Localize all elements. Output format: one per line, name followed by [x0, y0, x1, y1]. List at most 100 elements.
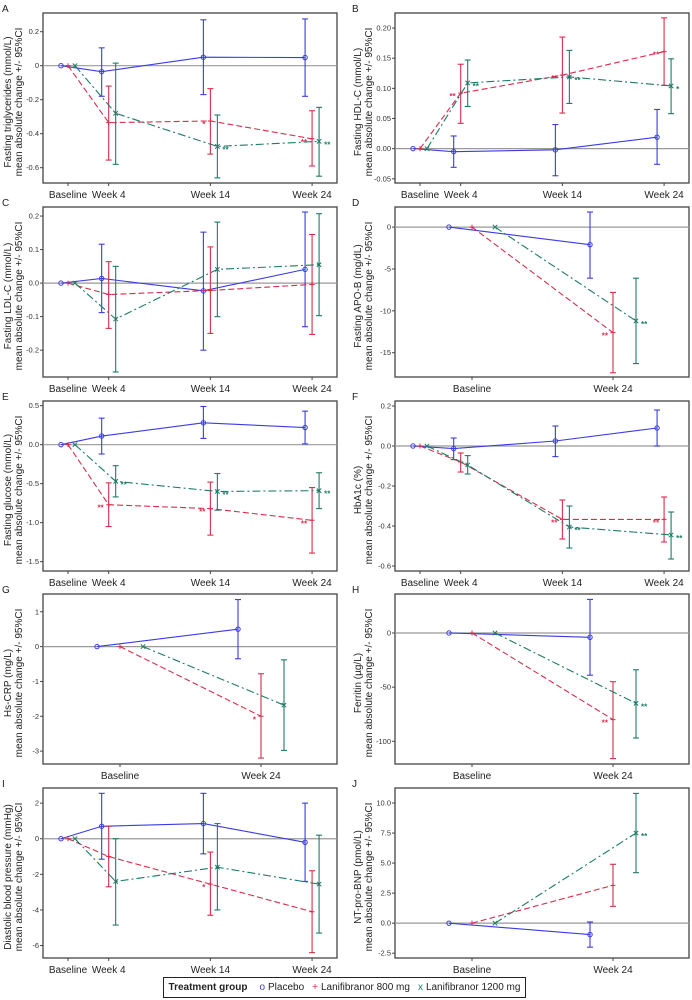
y-tick-label: 0.0	[29, 440, 39, 449]
y-axis-label: Fasting HDL-C (mmol/L)	[353, 48, 364, 156]
y-axis-label: Diastolic blood pressure (mmHg)	[3, 804, 14, 950]
x-tick-label: Week 4	[444, 190, 478, 201]
y-tick-label: -2	[32, 712, 39, 721]
data-point-circle	[552, 147, 559, 153]
x-tick-label: Baseline	[453, 965, 492, 975]
data-point-plus	[65, 280, 71, 286]
significance-label: **	[641, 702, 648, 711]
y-axis-label-sub: mean absolute change +/- 95%CI	[14, 416, 25, 565]
x-tick-label: Week 4	[92, 965, 126, 975]
data-point-x	[72, 836, 78, 842]
panel-letter: A	[2, 4, 9, 15]
y-axis-label-sub: mean absolute change +/- 95%CI	[364, 222, 375, 371]
data-point-circle	[58, 280, 64, 286]
data-point-x	[113, 478, 119, 484]
y-tick-label: -0.5	[26, 479, 39, 488]
data-point-circle	[200, 54, 207, 60]
data-point-plus	[65, 63, 71, 69]
data-point-circle	[98, 433, 105, 439]
plot-frame	[394, 787, 690, 959]
y-tick-label: 0.0	[29, 279, 39, 288]
y-tick-label: -2	[32, 870, 39, 879]
y-tick-label: -0.2	[26, 95, 39, 104]
data-point-plus	[258, 713, 264, 719]
data-point-x	[566, 74, 572, 80]
data-point-circle	[450, 445, 457, 452]
x-marker-icon: x	[417, 982, 423, 993]
y-tick-label: 5.0	[381, 859, 391, 868]
data-point-circle	[450, 148, 457, 155]
series-line-l800	[119, 646, 262, 717]
data-point-x	[424, 146, 430, 152]
series-line-placebo	[448, 226, 591, 246]
y-tick-label: 7.5	[381, 829, 391, 838]
y-axis-label: Hs-CRP (mg/L)	[3, 649, 14, 717]
data-point-plus	[610, 882, 616, 888]
y-axis-label: Fasting triglycerides (mmol/L)	[3, 36, 14, 167]
data-point-circle	[302, 839, 308, 845]
data-point-plus	[309, 281, 315, 287]
significance-label: *	[676, 85, 680, 94]
y-axis-label: Fasting APO-B (mg/dL)	[353, 244, 364, 347]
panel-g: G Hs-CRP (mg/L) mean absolute change +/- 9…	[2, 585, 338, 782]
significance-label: **	[653, 518, 660, 527]
x-tick-label: Week 24	[644, 190, 684, 201]
series-line-l800	[471, 884, 614, 924]
y-tick-label: -2.5	[378, 949, 391, 958]
series-line-l1200	[142, 646, 285, 706]
data-point-plus	[65, 836, 71, 842]
x-tick-label: Baseline	[49, 190, 88, 201]
significance-label: **	[301, 519, 308, 528]
data-point-plus	[309, 909, 315, 915]
y-tick-label: 0.1	[29, 245, 39, 254]
data-point-circle	[302, 424, 308, 431]
series-line-l1200	[74, 838, 320, 885]
data-point-plus	[65, 442, 71, 448]
series-line-placebo	[448, 632, 591, 638]
series-line-l800	[67, 65, 313, 140]
series-line-l1200	[74, 264, 320, 320]
panel-j: J NT-pro-BNP (pmol/L) mean absolute change…	[352, 779, 690, 975]
y-axis-label-sub: mean absolute change +/- 95%CI	[364, 28, 375, 177]
plot-frame	[42, 593, 338, 765]
y-axis-label-sub: mean absolute change +/- 95%CI	[14, 222, 25, 371]
data-point-circle	[654, 425, 660, 431]
x-tick-label: Week 24	[292, 384, 332, 395]
y-tick-label: -0.2	[378, 482, 391, 491]
x-tick-label: Baseline	[49, 965, 88, 975]
data-point-circle	[587, 241, 593, 248]
data-point-x	[113, 110, 119, 116]
data-point-x	[566, 524, 572, 530]
legend-label: Placebo	[268, 982, 305, 993]
series-line-placebo	[96, 628, 239, 648]
panel-f: F HbA1c (%) mean absolute change +/- 95%CI…	[352, 392, 690, 589]
data-point-plus	[309, 136, 315, 142]
data-point-x	[668, 83, 674, 89]
y-tick-label: 1	[35, 607, 39, 616]
panel-letter: D	[352, 198, 359, 209]
data-point-plus	[207, 881, 213, 887]
plot-frame	[394, 593, 690, 765]
data-point-plus	[661, 516, 667, 522]
data-point-circle	[587, 931, 593, 938]
data-point-circle	[58, 836, 64, 842]
plot-frame	[394, 206, 690, 378]
data-point-x	[72, 280, 78, 286]
significance-label: **	[676, 534, 683, 543]
x-tick-label: Baseline	[453, 771, 492, 782]
y-axis-label-sub: mean absolute change +/- 95%CI	[364, 416, 375, 565]
y-tick-label: 0.0	[381, 919, 391, 928]
y-tick-label: 0.0	[381, 442, 391, 451]
y-tick-label: -0.1	[26, 312, 39, 321]
y-tick-label: -1	[32, 677, 39, 686]
data-point-x	[424, 443, 430, 449]
y-axis-label: HbA1c (%)	[353, 466, 364, 514]
data-point-x	[668, 532, 674, 538]
data-point-x	[633, 700, 639, 706]
data-point-circle	[446, 920, 452, 926]
series-line-placebo	[60, 422, 306, 446]
data-point-x	[492, 630, 498, 636]
x-tick-label: Week 4	[92, 190, 126, 201]
data-point-circle	[235, 626, 241, 632]
y-tick-label: 0.15	[376, 54, 391, 63]
